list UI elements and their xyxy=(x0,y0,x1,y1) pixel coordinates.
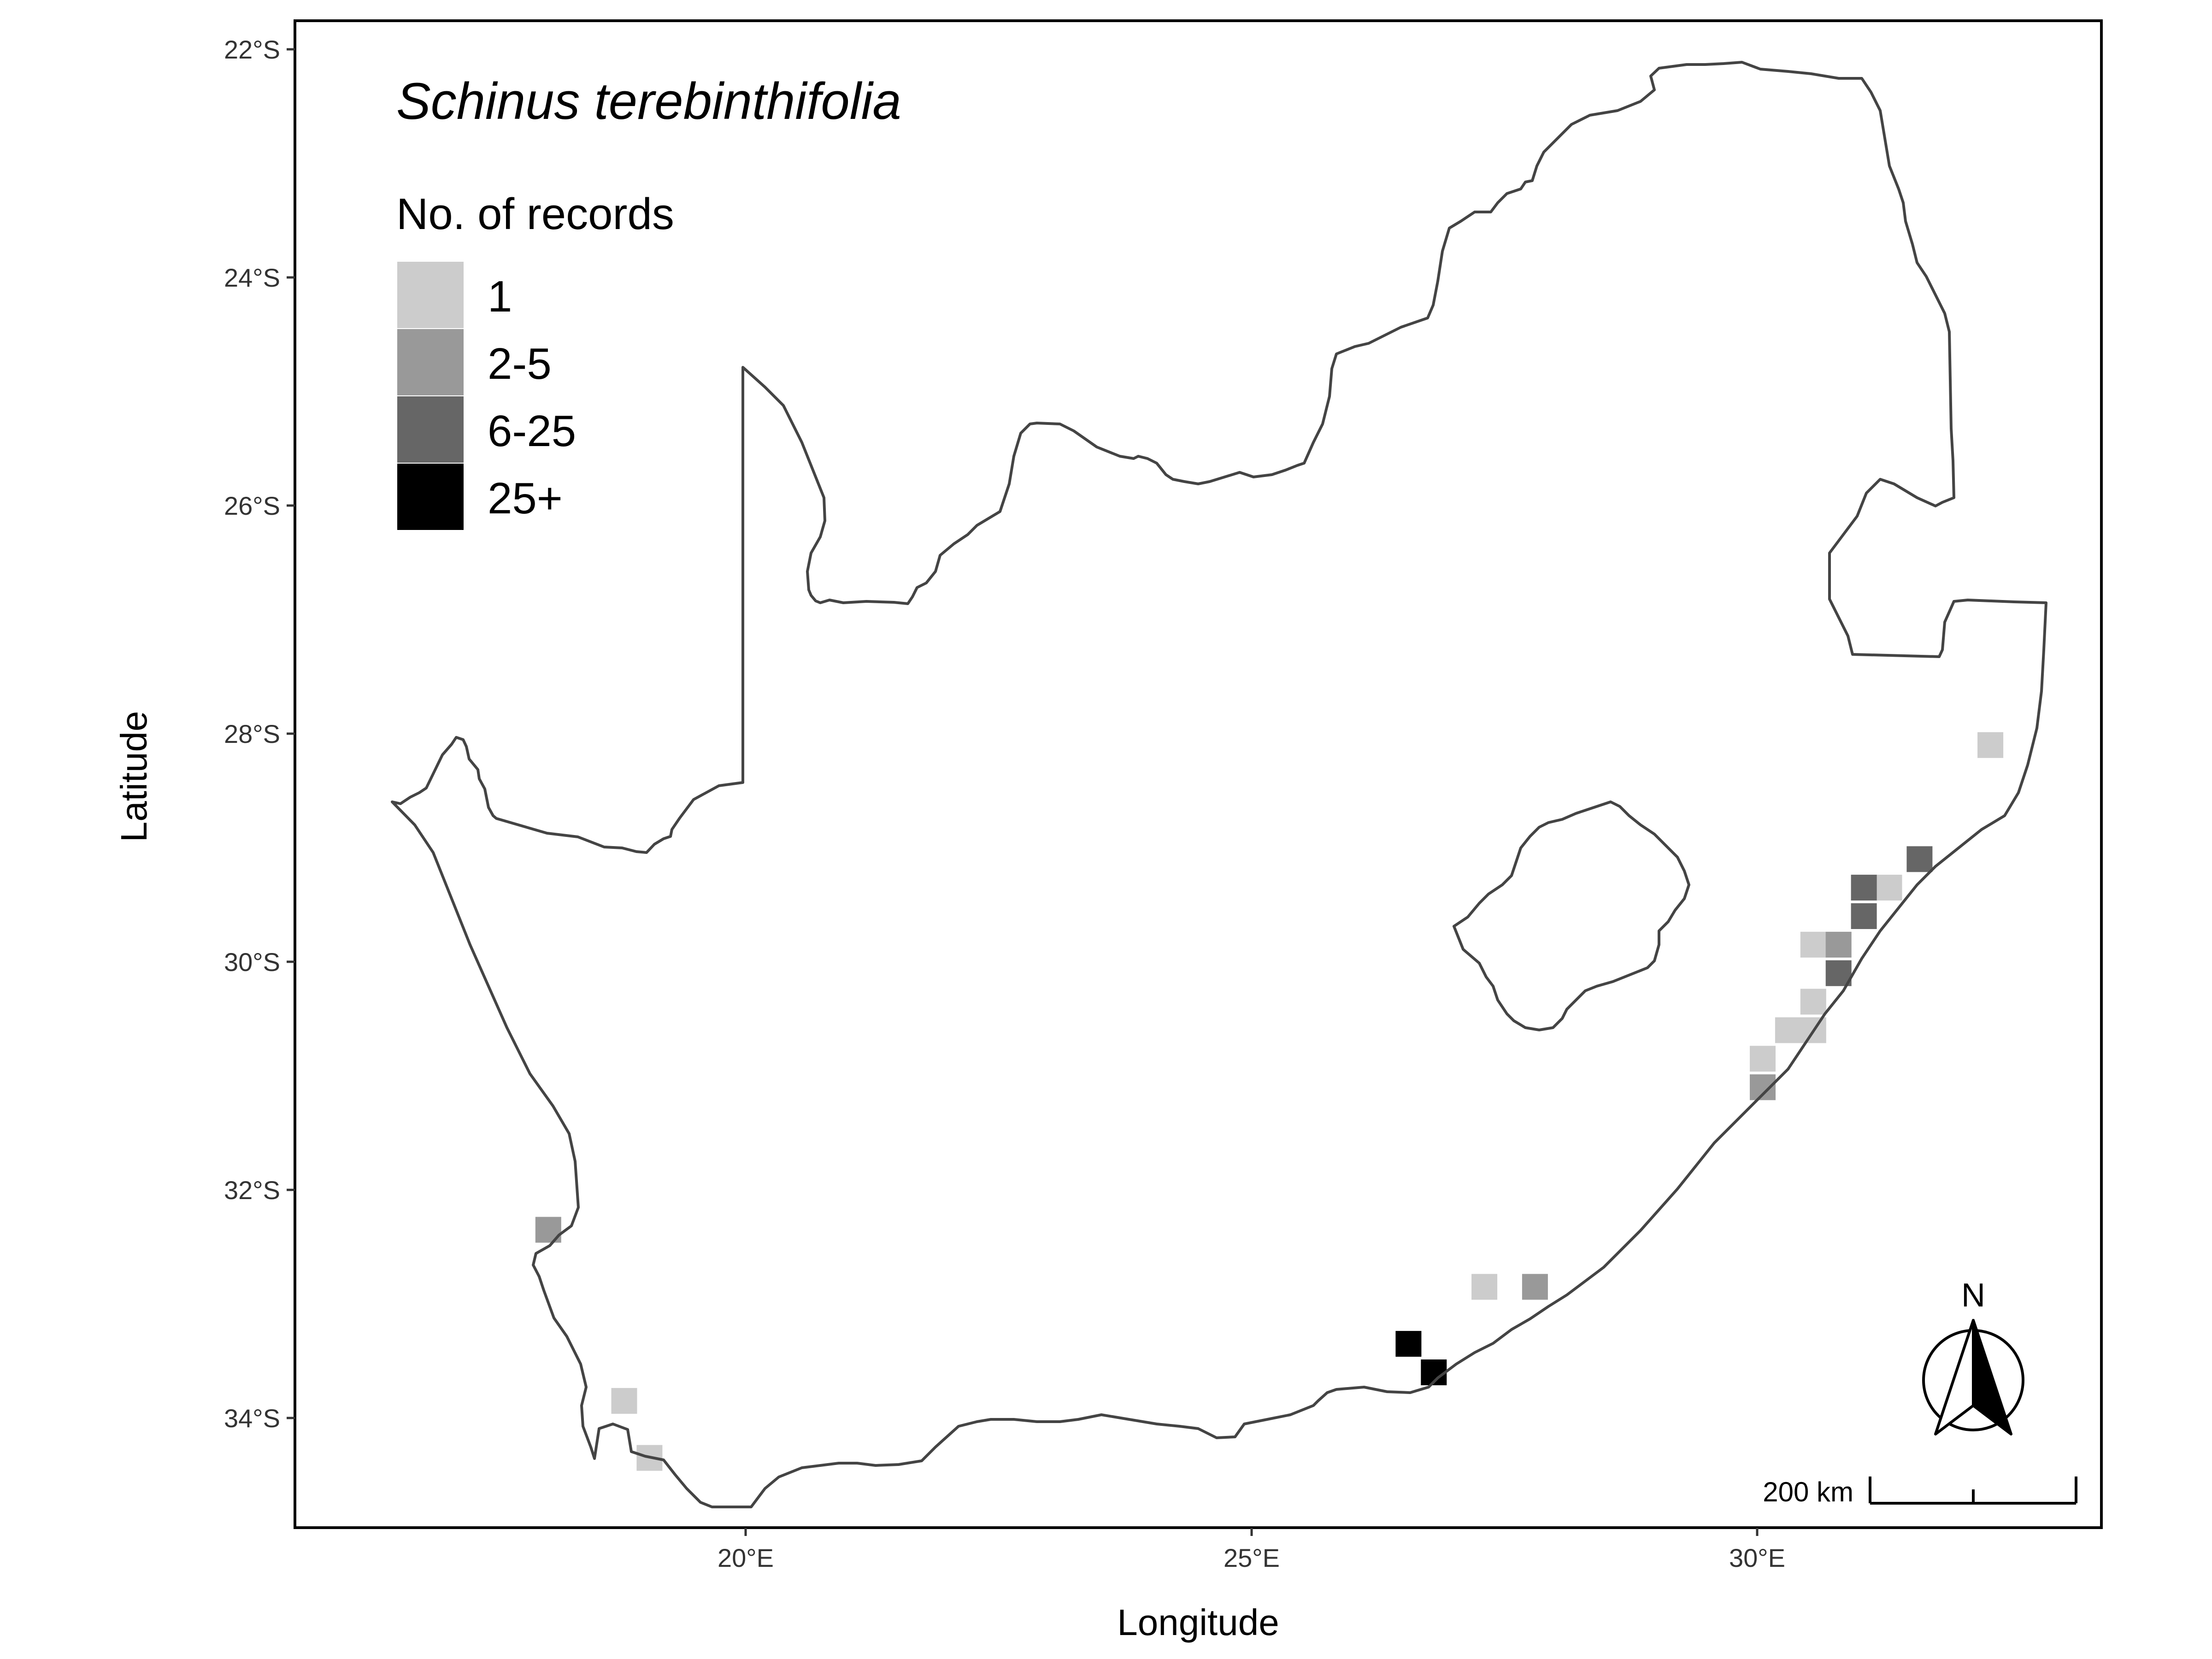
record-cell xyxy=(1750,1046,1776,1072)
record-cell xyxy=(611,1388,637,1414)
lesotho-border xyxy=(1453,800,1690,1031)
x-axis-title: Longitude xyxy=(1117,1602,1279,1643)
north-arrow-right-half xyxy=(1972,1319,2012,1435)
x-tick-label: 30°E xyxy=(1729,1543,1785,1572)
record-cell xyxy=(1825,931,1852,958)
y-axis xyxy=(287,48,295,1419)
y-tick-label: 32°S xyxy=(224,1176,280,1205)
record-cell xyxy=(1851,875,1877,901)
x-axis xyxy=(744,1528,1759,1536)
legend-label: 1 xyxy=(488,272,512,321)
plot-panel-border xyxy=(294,19,2103,1529)
scale-bar: 200 km xyxy=(1763,1477,2077,1507)
y-tick-label: 22°S xyxy=(224,35,280,64)
record-cell xyxy=(1775,1017,1801,1043)
legend-title: No. of records xyxy=(396,189,674,239)
y-tick-label: 34°S xyxy=(224,1404,280,1433)
record-cell xyxy=(1395,1331,1422,1357)
y-tick-label: 28°S xyxy=(224,719,280,748)
y-tick-label: 24°S xyxy=(224,263,280,292)
record-cell xyxy=(1471,1274,1498,1300)
record-cell xyxy=(1851,903,1877,929)
x-tick-label: 20°E xyxy=(718,1543,774,1572)
legend: No. of records 1 2-5 6-25 25+ xyxy=(396,189,674,530)
south-africa-border xyxy=(391,61,2047,1508)
y-axis-title: Latitude xyxy=(113,711,154,842)
y-tick-label: 30°S xyxy=(224,947,280,977)
legend-key-2-5 xyxy=(397,329,464,395)
map-title: Schinus terebinthifolia xyxy=(396,72,901,130)
x-tick-label: 25°E xyxy=(1224,1543,1280,1572)
record-cell xyxy=(1906,846,1933,872)
legend-label: 25+ xyxy=(488,474,563,523)
record-cell xyxy=(1876,875,1902,901)
legend-label: 2-5 xyxy=(488,339,552,388)
legend-key-25plus xyxy=(397,464,464,530)
north-arrow-label: N xyxy=(1961,1277,1985,1314)
record-cell xyxy=(1522,1274,1548,1300)
legend-key-1 xyxy=(397,262,464,328)
scale-bar-label: 200 km xyxy=(1763,1477,1853,1507)
record-cell xyxy=(1800,988,1826,1015)
record-cell xyxy=(1977,732,2004,758)
legend-label: 6-25 xyxy=(488,406,576,456)
y-tick-label: 26°S xyxy=(224,491,280,520)
record-cell xyxy=(1800,931,1826,958)
north-arrow: N xyxy=(1922,1277,2024,1435)
legend-key-6-25 xyxy=(397,396,464,463)
